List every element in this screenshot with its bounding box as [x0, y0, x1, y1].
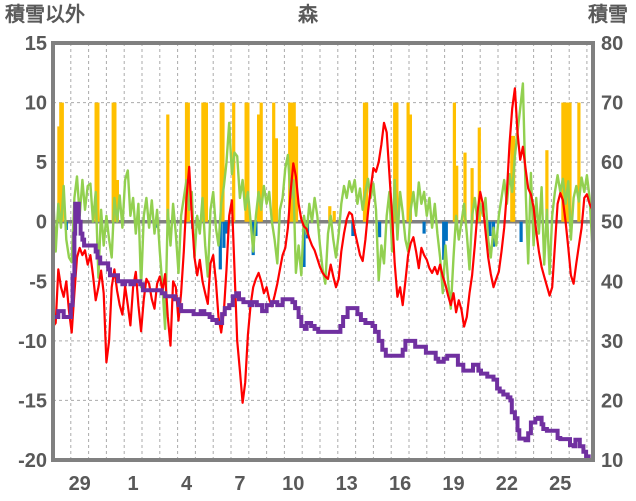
x-axis-tick: 19: [442, 473, 464, 495]
orange-bar: [184, 102, 189, 222]
orange-bar: [259, 102, 263, 222]
orange-bar: [477, 127, 481, 222]
right-axis-tick: 60: [601, 152, 623, 174]
orange-bar: [203, 102, 207, 222]
left-axis-tick: -10: [18, 331, 47, 353]
blue-bar: [302, 221, 306, 267]
series-red-line: [51, 87, 594, 404]
blue-bar: [218, 221, 222, 270]
orange-bar: [577, 102, 581, 222]
orange-bar: [408, 114, 412, 222]
orange-bar: [60, 102, 64, 222]
x-axis-tick: 16: [389, 473, 411, 495]
right-axis-tick: 50: [601, 212, 623, 234]
orange-bar: [201, 102, 205, 222]
blue-bar: [519, 221, 523, 242]
left-axis-tick: -20: [18, 450, 47, 472]
blue-bar: [351, 221, 355, 236]
orange-bar: [204, 102, 208, 222]
left-axis-tick: -5: [29, 271, 47, 293]
right-axis-tick: 10: [601, 450, 623, 472]
blue-bar: [222, 221, 226, 248]
chart-title: 森: [298, 4, 318, 26]
orange-bar: [510, 135, 514, 222]
orange-bar: [452, 102, 456, 222]
orange-bar: [57, 126, 61, 222]
right-axis-tick: 40: [601, 271, 623, 293]
orange-bar: [115, 180, 119, 222]
orange-bar: [563, 102, 567, 222]
orange-bar: [94, 102, 98, 222]
x-axis-tick: 25: [549, 473, 571, 495]
blue-bar: [378, 221, 382, 238]
orange-bar: [290, 102, 294, 222]
left-axis-tick: 5: [36, 152, 47, 174]
orange-bar: [166, 114, 170, 222]
orange-bar: [274, 138, 278, 222]
right-axis-tick: 70: [601, 93, 623, 115]
orange-bar: [186, 102, 190, 222]
right-axis-title: 積雪: [588, 4, 628, 26]
orange-bar: [564, 102, 569, 222]
x-axis-tick: 7: [234, 473, 245, 495]
right-axis-tick: 20: [601, 390, 623, 412]
orange-bar: [566, 102, 570, 222]
orange-bar: [393, 102, 397, 222]
orange-bar: [288, 102, 292, 222]
orange-bar: [328, 206, 332, 222]
left-axis-tick: -15: [18, 390, 47, 412]
x-axis-tick: 1: [128, 473, 139, 495]
right-axis-tick: 30: [601, 331, 623, 353]
orange-bar: [332, 211, 336, 222]
orange-bar: [568, 102, 572, 222]
x-axis-tick: 22: [496, 473, 518, 495]
x-axis-tick: 4: [181, 473, 193, 495]
x-axis-tick: 13: [336, 473, 358, 495]
left-axis-tick: 10: [25, 93, 47, 115]
orange-bar: [463, 152, 467, 222]
orange-bar: [221, 102, 225, 222]
series-green-line: [51, 82, 594, 331]
orange-bar: [470, 168, 474, 222]
orange-bar: [292, 102, 296, 222]
orange-bar: [272, 102, 276, 222]
blue-bar: [488, 221, 492, 236]
orange-bar: [561, 102, 565, 222]
orange-bar: [395, 102, 399, 222]
orange-bar: [365, 102, 369, 222]
plot-border: [51, 41, 595, 462]
blue-bar: [224, 221, 229, 234]
blue-bar: [444, 221, 448, 241]
orange-bar: [362, 102, 367, 222]
blue-bar: [442, 221, 446, 260]
orange-bar: [111, 102, 115, 222]
orange-bar: [219, 102, 223, 222]
orange-bar: [406, 102, 410, 222]
blue-bar: [422, 221, 426, 234]
orange-bar: [545, 150, 549, 222]
right-axis-tick: 80: [601, 33, 623, 55]
orange-bar: [244, 102, 248, 222]
orange-bar: [113, 102, 117, 222]
x-axis-tick: 10: [282, 473, 304, 495]
orange-bar: [257, 114, 261, 222]
orange-bar: [246, 102, 250, 222]
orange-bar: [455, 165, 459, 222]
left-axis-tick: 15: [25, 33, 47, 55]
left-axis-tick: 0: [36, 212, 47, 234]
orange-bar: [96, 102, 100, 222]
series-purple-step: [53, 201, 593, 462]
x-axis-tick: 29: [69, 473, 91, 495]
left-axis-title: 積雪以外: [5, 4, 85, 26]
